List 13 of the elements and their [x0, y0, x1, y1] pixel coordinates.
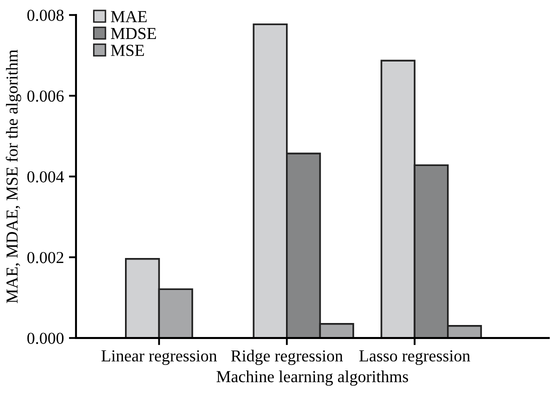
x-tick-label: Linear regression [101, 350, 217, 365]
x-axis-title: Machine learning algorithms [216, 370, 408, 386]
y-tick-label: 0.006 [27, 90, 64, 102]
y-tick-label: 0.000 [27, 332, 64, 344]
y-tick-label: 0.004 [27, 171, 64, 183]
y-axis-title: MAE, MDAE, MSE for the algorithm [6, 50, 22, 304]
legend-label: MSE [110, 44, 144, 56]
legend-label: MAE [110, 11, 147, 22]
x-tick-label: Ridge regression [231, 350, 343, 365]
y-tick-label: 0.002 [27, 252, 64, 264]
legend-label: MDSE [110, 28, 156, 40]
y-tick-label: 0.008 [27, 10, 64, 22]
x-tick-label: Lasso regression [359, 350, 470, 365]
